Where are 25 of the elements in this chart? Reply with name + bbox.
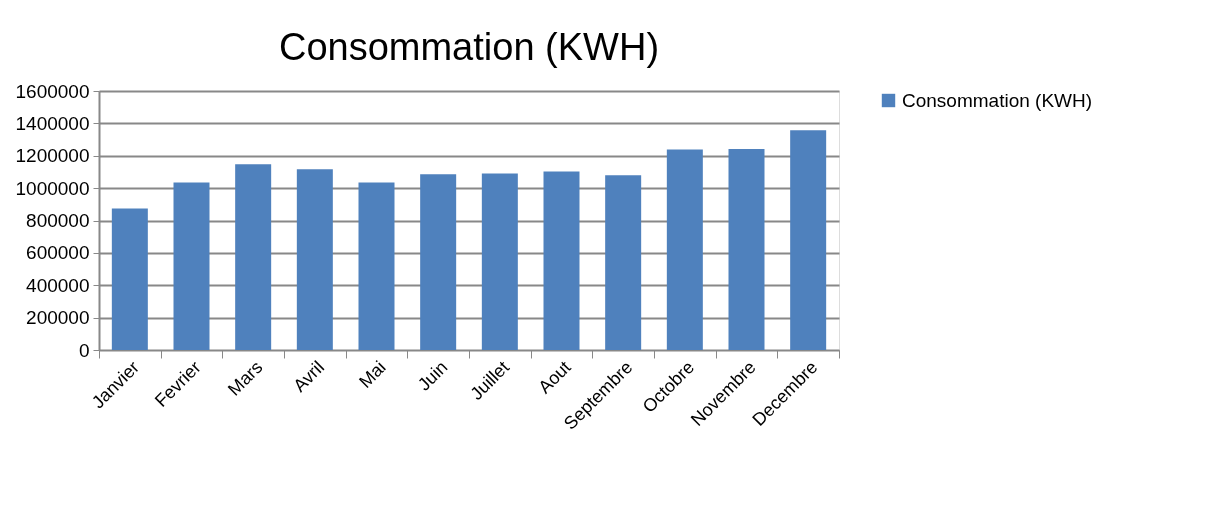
bar <box>605 175 642 350</box>
bar <box>420 174 457 350</box>
y-tick-label: 1600000 <box>15 80 90 102</box>
bar <box>111 208 148 350</box>
x-tick-label: Juin <box>413 357 452 395</box>
bar <box>235 164 272 350</box>
y-tick-label: 1200000 <box>15 145 90 167</box>
y-tick-label: 0 <box>78 339 90 361</box>
chart-title: Consommation (KWH) <box>278 26 660 68</box>
x-tick-label: Mai <box>355 357 390 392</box>
bar <box>358 182 395 350</box>
bar <box>481 173 518 350</box>
y-tick-label: 600000 <box>26 242 90 264</box>
bar <box>173 182 210 350</box>
legend-label: Consommation (KWH) <box>902 89 1093 111</box>
y-tick-label: 400000 <box>26 274 90 296</box>
bar <box>666 149 703 350</box>
y-tick-label: 200000 <box>26 307 90 329</box>
y-tick-label: 1400000 <box>15 112 90 134</box>
y-tick-label: 800000 <box>26 210 90 231</box>
bar <box>296 169 333 350</box>
y-tick-label: 1000000 <box>15 177 90 199</box>
bar <box>543 171 580 350</box>
bar <box>728 148 765 350</box>
bar <box>790 130 827 350</box>
